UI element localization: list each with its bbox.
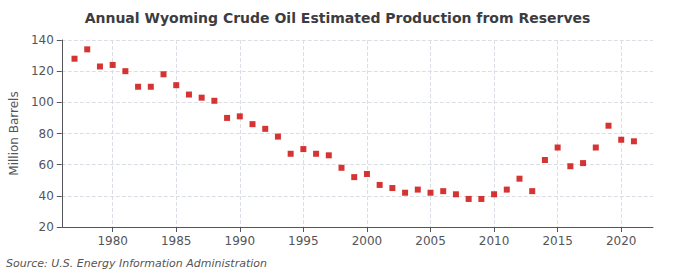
svg-text:2015: 2015 xyxy=(542,234,573,248)
svg-text:60: 60 xyxy=(39,158,54,172)
svg-text:1985: 1985 xyxy=(161,234,192,248)
svg-text:Million Barrels: Million Barrels xyxy=(7,91,21,175)
svg-text:1980: 1980 xyxy=(97,234,128,248)
svg-text:2010: 2010 xyxy=(479,234,510,248)
svg-text:1990: 1990 xyxy=(225,234,256,248)
svg-text:120: 120 xyxy=(31,64,54,78)
svg-text:2020: 2020 xyxy=(606,234,637,248)
svg-text:40: 40 xyxy=(39,189,54,203)
svg-text:2005: 2005 xyxy=(415,234,446,248)
svg-text:20: 20 xyxy=(39,220,54,234)
svg-text:2000: 2000 xyxy=(352,234,383,248)
svg-text:Annual Wyoming Crude Oil Estim: Annual Wyoming Crude Oil Estimated Produ… xyxy=(85,10,591,26)
svg-text:100: 100 xyxy=(31,95,54,109)
svg-text:Source: U.S. Energy Informatio: Source: U.S. Energy Information Administ… xyxy=(6,257,267,270)
svg-text:80: 80 xyxy=(39,127,54,141)
svg-text:140: 140 xyxy=(31,33,54,47)
svg-text:1995: 1995 xyxy=(288,234,319,248)
